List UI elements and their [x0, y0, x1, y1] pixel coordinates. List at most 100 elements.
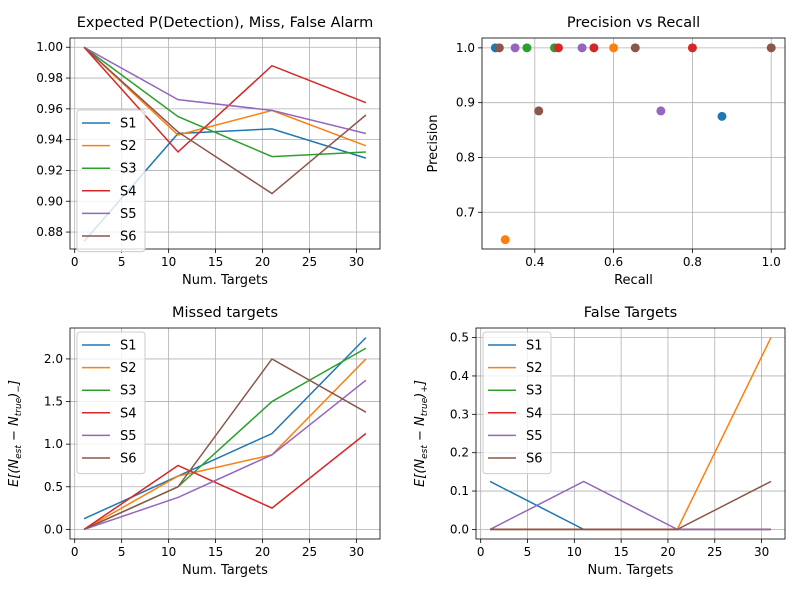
series-line-s6	[83, 46, 367, 195]
x-tick-label: 5	[524, 545, 532, 559]
series-line-s5	[489, 480, 771, 531]
legend: S1 S2 S3 S4 S5 S6	[482, 331, 552, 475]
legend: S1 S2 S3 S4 S5 S6	[76, 109, 146, 253]
chart-title: Missed targets	[172, 305, 278, 321]
y-tick-label: 0.5	[44, 480, 63, 494]
chart-title: Precision vs Recall	[567, 15, 700, 31]
y-tick-label: 0.94	[36, 133, 63, 147]
legend-label: S4	[526, 406, 543, 421]
chart-panel-3: 0 5 10 15 20 25 30 0.0 0.5 1.0 1.5 2.0 Missed target…	[7, 305, 381, 578]
scatter-point-s5	[656, 106, 666, 116]
y-tick-label: 0.8	[456, 150, 475, 164]
y-tick-label: 1.0	[456, 41, 475, 55]
series-line-s6	[83, 357, 367, 531]
y-tick-label: 0.92	[36, 163, 63, 177]
x-tick-label: 10	[161, 255, 176, 269]
x-tick-label: 15	[208, 255, 223, 269]
y-tick-label: 1.00	[36, 40, 63, 54]
x-tick-label: 30	[349, 255, 364, 269]
x-tick-label: 20	[660, 545, 675, 559]
scatter-point-s4	[589, 43, 599, 53]
legend-label: S4	[120, 406, 137, 421]
y-tick-label: 0.0	[450, 522, 469, 536]
series-line-s2	[83, 358, 367, 531]
y-tick-label: 0.90	[36, 194, 63, 208]
y-tick-label: 0.7	[456, 205, 475, 219]
legend-label: S3	[526, 384, 543, 399]
x-tick-label: 0	[71, 545, 79, 559]
y-tick-label: 1.5	[44, 395, 63, 409]
chart-panel-1: 0 5 10 15 20 25 30 0.88 0.90 0.92 0.94 0.96 0.98 1.00…	[36, 15, 381, 288]
x-axis-label: Num. Targets	[182, 563, 268, 578]
axes-frame	[69, 327, 381, 540]
x-tick-label: 0.4	[525, 255, 544, 269]
axes-frame	[69, 37, 381, 250]
y-axis-label: E[(Nest − Ntrue)+]	[413, 380, 430, 487]
x-tick-label: 10	[161, 545, 176, 559]
scatter-point-s6	[494, 43, 504, 53]
chart-title: Expected P(Detection), Miss, False Alarm	[77, 15, 374, 31]
x-axis-label: Num. Targets	[182, 273, 268, 288]
y-tick-label: 0.9	[456, 96, 475, 110]
legend-label: S1	[120, 117, 137, 132]
scatter-point-s4	[553, 43, 563, 53]
x-axis-label: Num. Targets	[588, 563, 674, 578]
y-tick-label: 0.0	[44, 522, 63, 536]
legend-label: S2	[120, 361, 137, 376]
scatter-point-s5	[577, 43, 587, 53]
series-line-s4	[83, 46, 367, 154]
chart-panel-4: 0 5 10 15 20 25 30 0.0 0.1 0.2 0.3 0.4 0.5 False Targ…	[413, 305, 786, 578]
legend-label: S5	[120, 429, 137, 444]
y-tick-label: 0.4	[450, 369, 469, 383]
scatter-point-s2	[609, 43, 619, 53]
y-tick-label: 0.1	[450, 484, 469, 498]
chart-title: False Targets	[584, 305, 677, 321]
x-tick-label: 0.6	[604, 255, 623, 269]
x-tick-label: 25	[302, 255, 317, 269]
legend-label: S3	[120, 162, 137, 177]
scatter-point-s2	[500, 235, 510, 245]
x-tick-label: 15	[613, 545, 628, 559]
legend-label: S1	[526, 339, 543, 354]
scatter-point-s5	[510, 43, 520, 53]
y-axis-label: E[(Nest − Ntrue)−]	[7, 380, 24, 487]
y-tick-label: 0.96	[36, 102, 63, 116]
y-tick-label: 0.3	[450, 407, 469, 421]
x-tick-label: 25	[302, 545, 317, 559]
scatter-point-s3	[522, 43, 532, 53]
y-tick-label: 0.5	[450, 331, 469, 345]
x-tick-label: 5	[118, 545, 126, 559]
series-line-s2	[83, 46, 367, 147]
legend-label: S6	[120, 230, 137, 245]
scatter-point-s6	[766, 43, 776, 53]
scatter-point-s6	[630, 43, 640, 53]
series-line-s5	[83, 379, 367, 531]
x-tick-label: 20	[255, 545, 270, 559]
y-axis-label: Precision	[426, 114, 441, 172]
y-tick-label: 0.88	[36, 225, 63, 239]
legend-label: S2	[526, 361, 543, 376]
scatter-point-s1	[717, 111, 727, 121]
series-line-s6	[490, 480, 772, 531]
legend-label: S2	[120, 139, 137, 154]
x-tick-label: 0	[71, 255, 79, 269]
x-tick-label: 30	[754, 545, 769, 559]
series-line-s5	[83, 46, 367, 135]
scatter-point-s4	[687, 43, 697, 53]
x-tick-label: 5	[118, 255, 126, 269]
y-tick-label: 0.98	[36, 71, 63, 85]
legend-label: S4	[120, 184, 137, 199]
legend-label: S3	[120, 384, 137, 399]
series-line-s4	[83, 432, 367, 530]
legend-label: S5	[120, 207, 137, 222]
y-tick-label: 0.2	[450, 446, 469, 460]
legend-label: S1	[120, 339, 137, 354]
legend: S1 S2 S3 S4 S5 S6	[76, 331, 146, 475]
x-tick-label: 1.0	[762, 255, 781, 269]
y-tick-label: 1.0	[44, 437, 63, 451]
x-tick-label: 0	[477, 545, 485, 559]
x-axis-label: Recall	[614, 273, 653, 288]
axes-frame	[475, 327, 786, 540]
legend-label: S6	[526, 452, 543, 467]
